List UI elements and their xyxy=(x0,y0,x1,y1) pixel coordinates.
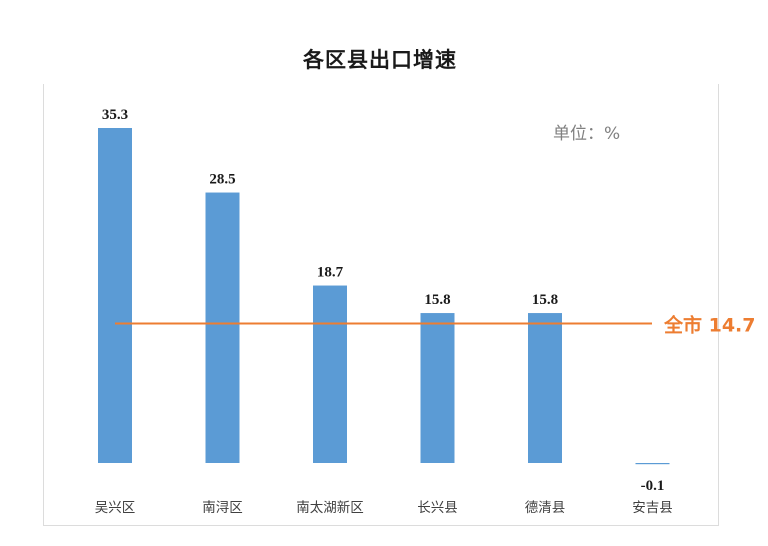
category-label-5: 德清县 xyxy=(525,500,566,516)
reference-line-label: 全市 14.7 xyxy=(663,313,756,336)
category-label-1: 吴兴区 xyxy=(95,500,136,516)
data-label-3: 18.7 xyxy=(317,265,344,281)
data-label-1: 35.3 xyxy=(102,107,128,123)
unit-label: 单位：% xyxy=(553,124,621,144)
chart-title: 各区县出口增速 xyxy=(303,48,457,72)
bar-5 xyxy=(528,313,562,463)
category-label-6: 安吉县 xyxy=(632,500,673,516)
plot-area-frame xyxy=(43,84,719,526)
bar-1 xyxy=(98,128,132,463)
category-label-2: 南浔区 xyxy=(202,500,243,516)
bar-6 xyxy=(635,463,670,465)
bar-4 xyxy=(420,313,455,463)
bar-3 xyxy=(313,285,347,463)
data-label-4: 15.8 xyxy=(424,292,450,308)
data-label-6: -0.1 xyxy=(641,478,665,494)
category-label-4: 长兴县 xyxy=(417,500,458,516)
data-label-2: 28.5 xyxy=(209,172,235,188)
data-label-5: 15.8 xyxy=(532,292,558,308)
category-label-3: 南太湖新区 xyxy=(296,500,364,516)
bar-2 xyxy=(205,192,240,463)
